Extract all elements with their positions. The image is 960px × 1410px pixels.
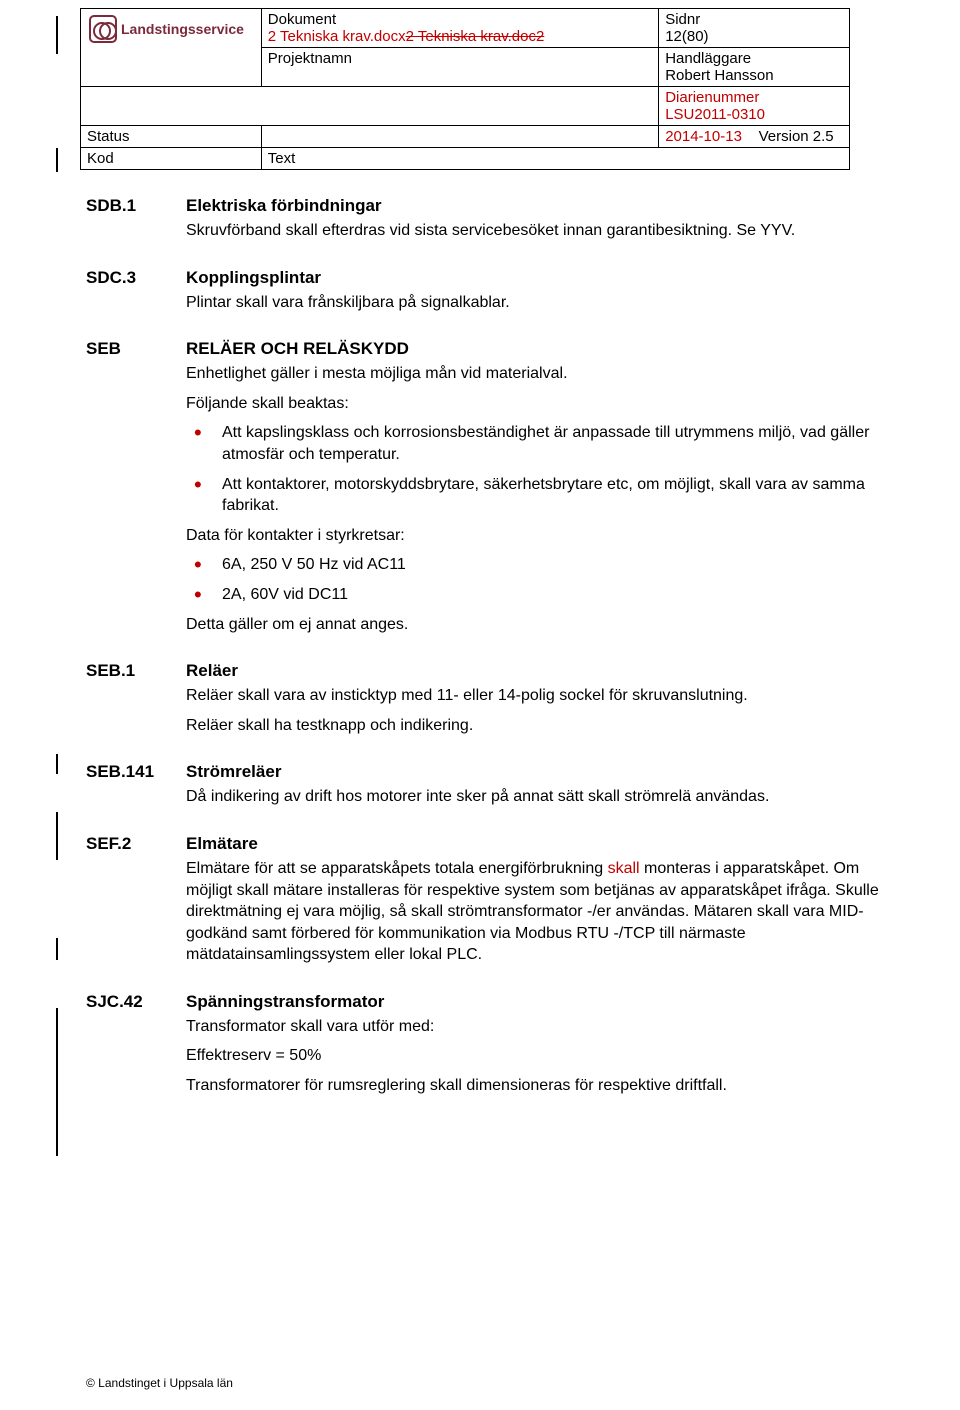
paragraph: Skruvförband skall efterdras vid sista s… (186, 220, 890, 242)
list-item: 6A, 250 V 50 Hz vid AC11 (214, 554, 890, 576)
list-item: Att kapslingsklass och korrosionsbeständ… (214, 422, 890, 465)
status-label: Status (87, 128, 130, 145)
dokument-value: 2 Tekniska krav.docx (268, 28, 406, 45)
section-code: SEB (86, 339, 186, 359)
section-title: Strömreläer (186, 762, 281, 782)
inserted-text: skall (608, 860, 640, 877)
section-title: Elmätare (186, 834, 258, 854)
section-title: Kopplingsplintar (186, 268, 321, 288)
section-sdb1: SDB.1 Elektriska förbindningar Skruvförb… (86, 196, 890, 242)
bullet-list: 6A, 250 V 50 Hz vid AC11 2A, 60V vid DC1… (186, 554, 890, 605)
date-version-cell: 2014-10-13 Version 2.5 (659, 126, 850, 148)
section-seb141: SEB.141 Strömreläer Då indikering av dri… (86, 762, 890, 808)
handlaggare-label: Handläggare (665, 50, 843, 67)
logo-text: Landstingsservice (121, 21, 244, 37)
dokument-label: Dokument (268, 11, 652, 28)
sidnr-value: 12(80) (665, 28, 843, 45)
section-sdc3: SDC.3 Kopplingsplintar Plintar skall var… (86, 268, 890, 314)
empty-cell-2 (261, 126, 658, 148)
paragraph: Detta gäller om ej annat anges. (186, 614, 890, 636)
text-span: Elmätare för att se apparatskåpets total… (186, 860, 608, 877)
handlaggare-value: Robert Hansson (665, 67, 843, 84)
section-seb1: SEB.1 Reläer Reläer skall vara av instic… (86, 661, 890, 736)
logo: Landstingsservice (87, 11, 255, 47)
section-code: SDC.3 (86, 268, 186, 288)
diarienummer-label: Diarienummer (665, 89, 843, 106)
list-item: 2A, 60V vid DC11 (214, 584, 890, 606)
empty-cell (81, 87, 659, 126)
revision-bar (56, 1008, 58, 1156)
paragraph: Elmätare för att se apparatskåpets total… (186, 858, 890, 966)
text-cell: Text (261, 148, 849, 170)
bullet-list: Att kapslingsklass och korrosionsbeständ… (186, 422, 890, 516)
paragraph: Följande skall beaktas: (186, 393, 890, 415)
handlaggare-cell: Handläggare Robert Hansson (659, 48, 850, 87)
text-label: Text (268, 150, 296, 167)
paragraph: Plintar skall vara frånskiljbara på sign… (186, 292, 890, 314)
revision-bar (56, 16, 58, 54)
dokument-value-strike: 2 Tekniska krav.doc2 (406, 28, 545, 45)
sidnr-label: Sidnr (665, 11, 843, 28)
section-code: SEB.1 (86, 661, 186, 681)
section-sjc42: SJC.42 Spänningstransformator Transforma… (86, 992, 890, 1097)
date-value: 2014-10-13 (665, 128, 742, 145)
dokument-cell: Dokument 2 Tekniska krav.docx2 Tekniska … (261, 9, 658, 48)
section-sef2: SEF.2 Elmätare Elmätare för att se appar… (86, 834, 890, 966)
revision-bar (56, 938, 58, 960)
section-title: Elektriska förbindningar (186, 196, 382, 216)
paragraph: Då indikering av drift hos motorer inte … (186, 786, 890, 808)
section-code: SJC.42 (86, 992, 186, 1012)
paragraph: Effektreserv = 50% (186, 1045, 890, 1067)
list-item: Att kontaktorer, motorskyddsbrytare, säk… (214, 474, 890, 517)
section-code: SEB.141 (86, 762, 186, 782)
projektnamn-cell: Projektnamn (261, 48, 658, 87)
kod-label: Kod (87, 150, 114, 167)
status-cell: Status (81, 126, 262, 148)
projektnamn-label: Projektnamn (268, 50, 652, 67)
revision-bar (56, 812, 58, 860)
section-title: Reläer (186, 661, 238, 681)
footer-copyright: © Landstinget i Uppsala län (86, 1376, 233, 1390)
revision-bar (56, 148, 58, 172)
diarienummer-value: LSU2011-0310 (665, 106, 843, 123)
revision-bar (56, 754, 58, 774)
paragraph: Enhetlighet gäller i mesta möjliga mån v… (186, 363, 890, 385)
document-body: SDB.1 Elektriska förbindningar Skruvförb… (86, 196, 890, 1097)
section-title: Spänningstransformator (186, 992, 384, 1012)
paragraph: Transformator skall vara utför med: (186, 1016, 890, 1038)
paragraph: Data för kontakter i styrkretsar: (186, 525, 890, 547)
section-code: SDB.1 (86, 196, 186, 216)
section-title: RELÄER OCH RELÄSKYDD (186, 339, 409, 359)
document-header-table: Landstingsservice Dokument 2 Tekniska kr… (80, 8, 850, 170)
paragraph: Reläer skall ha testknapp och indikering… (186, 715, 890, 737)
diarienummer-cell: Diarienummer LSU2011-0310 (659, 87, 850, 126)
section-code: SEF.2 (86, 834, 186, 854)
paragraph: Reläer skall vara av insticktyp med 11- … (186, 685, 890, 707)
version-value: Version 2.5 (759, 128, 834, 145)
logo-cell: Landstingsservice (81, 9, 262, 87)
kod-cell: Kod (81, 148, 262, 170)
logo-icon (89, 15, 117, 43)
paragraph: Transformatorer för rumsreglering skall … (186, 1075, 890, 1097)
sidnr-cell: Sidnr 12(80) (659, 9, 850, 48)
section-seb: SEB RELÄER OCH RELÄSKYDD Enhetlighet gäl… (86, 339, 890, 635)
